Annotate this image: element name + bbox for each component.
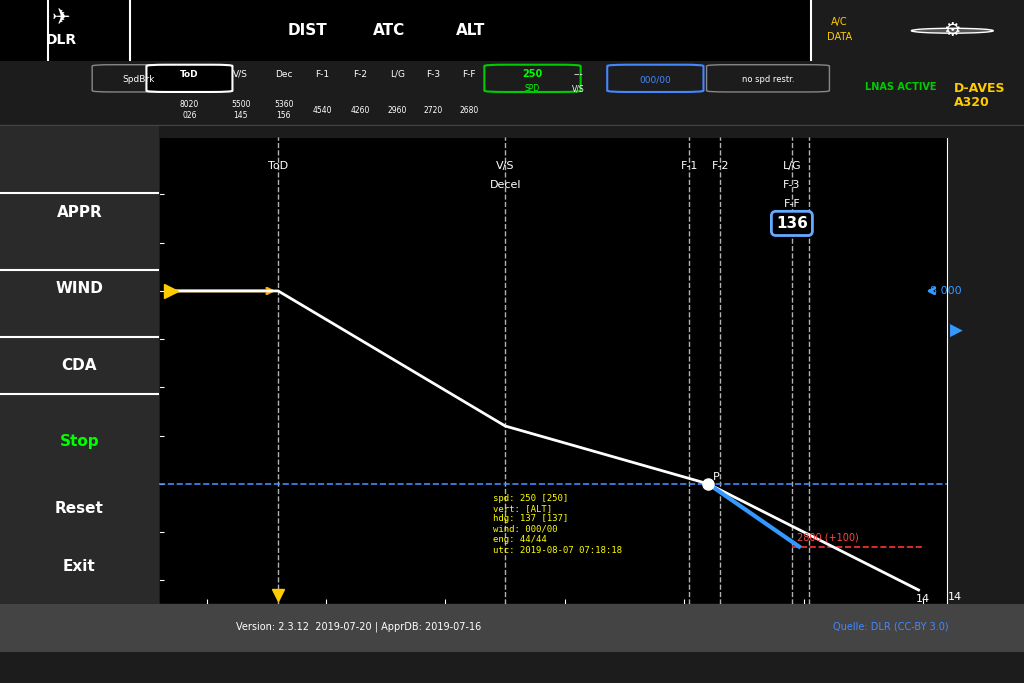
Text: DLR: DLR	[46, 33, 77, 47]
Text: SPD: SPD	[525, 84, 540, 93]
FancyBboxPatch shape	[146, 65, 232, 92]
Text: 14: 14	[916, 594, 931, 604]
FancyBboxPatch shape	[0, 600, 1024, 652]
Text: ---: ---	[573, 70, 584, 79]
Text: Dec: Dec	[274, 70, 293, 79]
Text: 2800 (+100): 2800 (+100)	[797, 533, 858, 543]
Text: ⚙: ⚙	[943, 21, 962, 40]
FancyBboxPatch shape	[0, 0, 647, 71]
Text: no spd restr.: no spd restr.	[741, 75, 795, 84]
Text: F-1: F-1	[681, 161, 697, 171]
Text: ALT: ALT	[457, 23, 485, 38]
Text: LNAS ACTIVE: LNAS ACTIVE	[865, 83, 937, 92]
Text: 250: 250	[522, 70, 543, 79]
Text: L/G: L/G	[782, 161, 801, 171]
Text: 136: 136	[776, 216, 808, 231]
Text: D-AVES: D-AVES	[954, 82, 1006, 95]
Text: V/S: V/S	[572, 84, 585, 93]
Text: CDA: CDA	[61, 358, 97, 373]
Text: 000/00: 000/00	[639, 75, 672, 84]
Text: F-F: F-F	[462, 70, 476, 79]
Text: V/S: V/S	[496, 161, 514, 171]
Text: ✈: ✈	[52, 8, 71, 29]
FancyBboxPatch shape	[0, 193, 203, 538]
Text: F-3: F-3	[783, 180, 801, 190]
Text: V/S: V/S	[233, 70, 248, 79]
Text: 4540: 4540	[312, 106, 333, 115]
Text: F-1: F-1	[315, 70, 330, 79]
Text: P: P	[713, 472, 720, 482]
Text: DATA: DATA	[827, 32, 852, 42]
Text: F-2: F-2	[353, 70, 368, 79]
Text: 14: 14	[948, 591, 963, 602]
Text: APPR: APPR	[56, 205, 102, 220]
Text: 5360
156: 5360 156	[273, 100, 294, 120]
FancyBboxPatch shape	[0, 40, 203, 385]
X-axis label: DIST to THR [NM]: DIST to THR [NM]	[499, 628, 607, 641]
Text: Version: 2.3.12  2019-07-20 | ApprDB: 2019-07-16: Version: 2.3.12 2019-07-20 | ApprDB: 201…	[236, 622, 481, 632]
Text: Stop: Stop	[59, 434, 99, 449]
FancyBboxPatch shape	[130, 0, 811, 71]
FancyBboxPatch shape	[0, 394, 203, 683]
Text: F-3: F-3	[426, 70, 440, 79]
Text: L/G: L/G	[390, 70, 404, 79]
Text: DIST: DIST	[288, 23, 327, 38]
FancyBboxPatch shape	[48, 0, 729, 71]
Text: WIND: WIND	[55, 281, 103, 296]
Text: 2720: 2720	[424, 106, 442, 115]
Text: Reset: Reset	[55, 501, 103, 516]
Text: SpdBrk: SpdBrk	[122, 75, 155, 84]
Text: 5500
145: 5500 145	[230, 100, 251, 120]
Text: ATC: ATC	[373, 23, 406, 38]
Text: Exit: Exit	[63, 559, 95, 574]
Text: 8020
026: 8020 026	[180, 100, 199, 120]
Text: A320: A320	[954, 96, 990, 109]
Text: 4260: 4260	[351, 106, 370, 115]
Text: F-F: F-F	[783, 199, 801, 209]
FancyBboxPatch shape	[0, 337, 203, 681]
Text: spd: 250 [250]
vert: [ALT]
hdg: 137 [137]
wind: 000/00
eng: 44/44
utc: 2019-08-0: spd: 250 [250] vert: [ALT] hdg: 137 [137…	[494, 494, 623, 555]
FancyBboxPatch shape	[0, 117, 203, 461]
Text: Decel: Decel	[489, 180, 521, 190]
Text: ToD: ToD	[268, 161, 288, 171]
Text: ▶: ▶	[950, 322, 963, 340]
FancyBboxPatch shape	[0, 270, 203, 614]
Circle shape	[911, 28, 993, 33]
Text: 8 000: 8 000	[931, 286, 963, 296]
Text: Quelle: DLR (CC-BY 3.0): Quelle: DLR (CC-BY 3.0)	[834, 622, 948, 632]
Text: A/C: A/C	[831, 16, 848, 27]
FancyBboxPatch shape	[0, 0, 430, 80]
Text: 2680: 2680	[460, 106, 478, 115]
Text: F-2: F-2	[712, 161, 729, 171]
Text: ToD: ToD	[180, 70, 199, 79]
Text: 2960: 2960	[388, 106, 407, 115]
